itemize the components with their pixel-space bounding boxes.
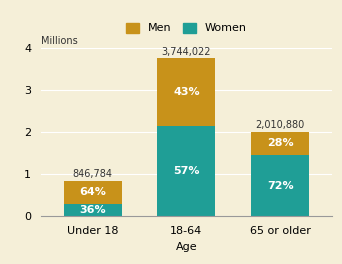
Legend: Men, Women: Men, Women (126, 23, 247, 34)
Text: 3,744,022: 3,744,022 (162, 47, 211, 57)
Text: Millions: Millions (41, 36, 78, 46)
Text: 57%: 57% (173, 166, 200, 176)
Bar (251, 131, 309, 155)
Text: 72%: 72% (267, 181, 293, 191)
Bar (64, 204, 122, 216)
Text: 846,784: 846,784 (73, 169, 113, 180)
Text: 64%: 64% (79, 187, 106, 197)
Bar (251, 155, 309, 216)
Text: 36%: 36% (79, 205, 106, 215)
Bar (157, 58, 215, 126)
X-axis label: Age: Age (175, 242, 197, 252)
Text: 28%: 28% (267, 138, 293, 148)
Bar (157, 126, 215, 216)
Bar (64, 181, 122, 204)
Text: 2,010,880: 2,010,880 (255, 120, 305, 130)
Text: 43%: 43% (173, 87, 200, 97)
